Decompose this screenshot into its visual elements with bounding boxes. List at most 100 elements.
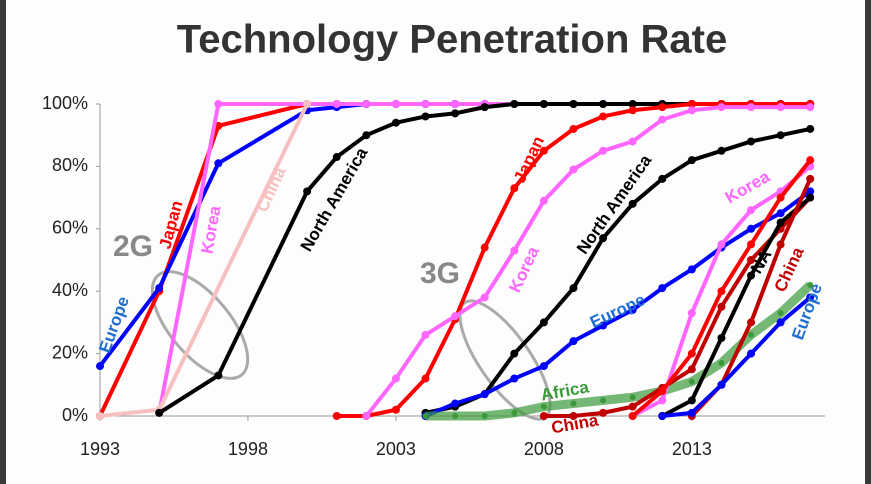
point — [717, 334, 726, 342]
point — [687, 156, 696, 165]
point — [451, 399, 460, 408]
series-line — [661, 196, 812, 418]
x-tick-label: 1993 — [80, 439, 120, 459]
point — [421, 330, 430, 339]
point — [747, 256, 756, 264]
point — [391, 100, 400, 108]
point — [480, 103, 489, 112]
point — [687, 309, 696, 318]
point — [776, 240, 785, 249]
point — [391, 405, 400, 414]
point — [717, 103, 726, 112]
point — [481, 413, 488, 419]
point — [510, 100, 519, 108]
point — [303, 100, 312, 108]
point — [807, 281, 814, 288]
point — [214, 100, 223, 108]
point — [569, 337, 578, 346]
point — [569, 412, 578, 420]
point — [777, 310, 784, 317]
point — [628, 412, 637, 420]
point — [599, 100, 608, 108]
2g-ring — [150, 270, 250, 380]
series-line — [425, 281, 814, 421]
point — [688, 378, 695, 385]
point — [776, 318, 785, 327]
point — [569, 100, 578, 108]
point — [362, 131, 371, 140]
point — [303, 187, 312, 196]
point — [628, 137, 637, 146]
point — [599, 408, 608, 417]
point — [421, 374, 430, 383]
point — [687, 106, 696, 115]
point — [747, 318, 756, 327]
point — [96, 362, 104, 371]
point — [391, 374, 400, 383]
point — [806, 187, 815, 196]
point — [451, 100, 460, 108]
point — [717, 146, 726, 155]
point — [806, 124, 815, 133]
point — [539, 412, 548, 420]
point — [451, 312, 460, 321]
point — [687, 349, 696, 358]
point — [480, 390, 489, 399]
point — [806, 293, 815, 302]
y-tick-label: 80% — [52, 155, 88, 175]
point — [628, 305, 637, 314]
point — [687, 408, 696, 417]
point — [776, 209, 785, 218]
point — [658, 103, 667, 112]
point — [747, 206, 756, 215]
point — [332, 412, 341, 420]
annotation: 3G — [420, 257, 460, 290]
point — [570, 400, 577, 407]
point — [421, 112, 430, 121]
point — [717, 380, 726, 389]
y-tick-label: 20% — [52, 342, 88, 362]
point — [629, 394, 636, 401]
point — [717, 287, 726, 296]
point — [539, 196, 548, 205]
x-tick-label: 2003 — [376, 439, 416, 459]
point — [628, 106, 637, 115]
y-tick-label: 60% — [52, 218, 88, 238]
point — [658, 284, 667, 293]
point — [511, 409, 518, 416]
point — [214, 159, 223, 168]
point — [717, 240, 726, 249]
point — [628, 402, 637, 411]
point — [510, 184, 519, 193]
point — [539, 318, 548, 327]
point — [776, 218, 785, 227]
point — [806, 103, 815, 112]
point — [658, 387, 667, 396]
point — [717, 302, 726, 311]
point — [747, 240, 756, 249]
point — [628, 199, 637, 208]
point — [452, 413, 459, 419]
point — [422, 413, 429, 419]
point — [539, 100, 548, 108]
point — [658, 115, 667, 124]
point — [599, 112, 608, 121]
point — [569, 165, 578, 174]
x-tick-label: 1998 — [228, 439, 268, 459]
point — [539, 146, 548, 155]
point — [480, 243, 489, 252]
point — [214, 371, 223, 380]
point — [332, 153, 341, 162]
point — [599, 321, 608, 330]
point — [776, 193, 785, 202]
point — [806, 193, 815, 202]
point — [510, 246, 519, 255]
point — [747, 349, 756, 358]
point — [628, 100, 637, 108]
point — [687, 100, 696, 108]
series-line — [662, 295, 812, 418]
point — [747, 224, 756, 233]
point — [510, 374, 519, 383]
series-line — [424, 189, 812, 418]
point — [155, 408, 164, 417]
